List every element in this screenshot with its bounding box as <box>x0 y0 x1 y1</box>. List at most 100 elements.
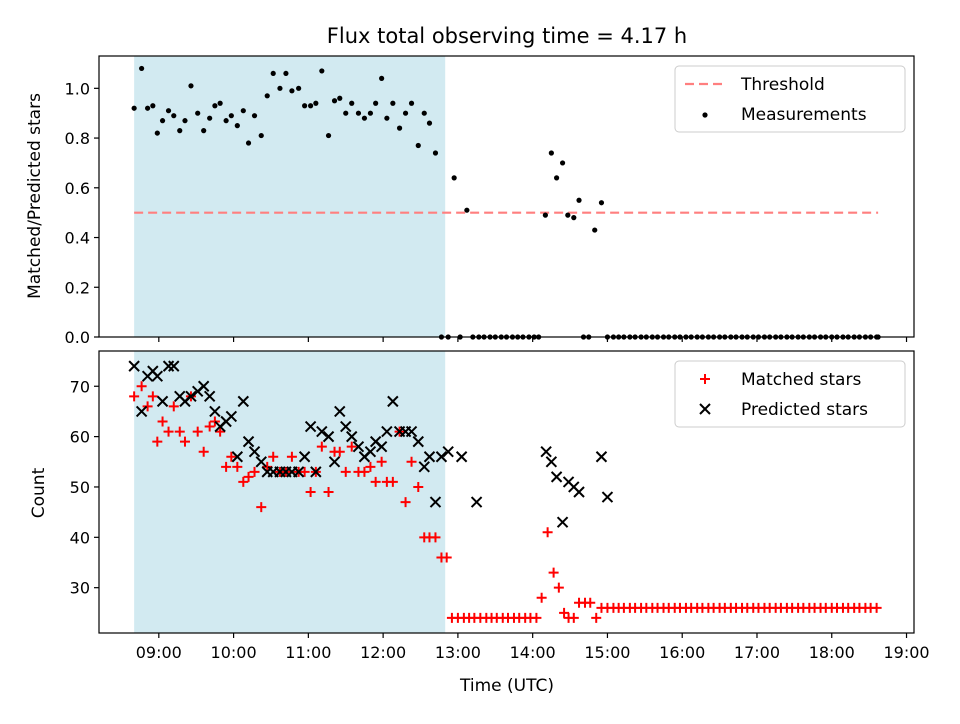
data-point <box>226 451 237 462</box>
data-point <box>601 491 614 503</box>
data-point <box>159 118 166 124</box>
bottom-panel-y-axis-label: Count <box>29 467 49 518</box>
data-point <box>165 108 172 114</box>
data-point <box>370 476 381 487</box>
data-point <box>542 527 553 538</box>
data-point <box>209 416 220 427</box>
observing-window-span <box>134 56 446 337</box>
legend-swatch-matched <box>700 374 710 384</box>
data-point <box>262 461 273 472</box>
data-point <box>283 70 289 77</box>
data-point <box>406 456 417 467</box>
data-point <box>556 516 569 528</box>
data-point <box>346 430 358 443</box>
data-point <box>240 108 246 114</box>
data-point <box>429 496 442 508</box>
data-point <box>322 430 335 443</box>
data-point <box>568 612 579 623</box>
x-tick-label: 18:00 <box>809 643 855 662</box>
series-predicted-stars <box>128 360 614 528</box>
y-tick-label: 0.0 <box>65 328 90 347</box>
data-point <box>310 466 322 478</box>
data-point <box>553 582 564 593</box>
data-point <box>264 93 270 99</box>
data-point <box>540 446 552 458</box>
y-tick-label: 0.2 <box>65 278 90 297</box>
data-point <box>248 446 261 458</box>
data-point <box>470 496 483 508</box>
data-point <box>168 360 180 372</box>
data-point <box>576 197 582 203</box>
data-point <box>408 100 415 106</box>
y-tick-label: 60 <box>70 428 90 447</box>
legend-label: Predicted stars <box>741 400 868 420</box>
data-point <box>426 120 433 126</box>
data-point <box>381 425 393 438</box>
data-point <box>585 597 596 608</box>
observing-window-span <box>134 351 446 633</box>
x-axis-label: Time (UTC) <box>459 676 554 696</box>
data-point <box>376 456 387 467</box>
data-point <box>243 471 254 482</box>
data-point <box>313 100 319 106</box>
legend-label: Threshold <box>740 75 825 95</box>
axes-frame <box>98 55 915 338</box>
data-point <box>197 380 210 392</box>
data-point <box>251 113 258 119</box>
legend-frame <box>674 360 906 428</box>
data-point <box>258 132 264 139</box>
data-point <box>249 466 260 477</box>
data-point <box>379 75 385 81</box>
data-point <box>188 83 194 89</box>
data-point <box>139 65 145 72</box>
data-point <box>412 435 424 448</box>
data-point <box>334 446 345 457</box>
data-point <box>365 461 376 472</box>
data-point <box>228 113 234 119</box>
data-point <box>245 140 252 146</box>
data-point <box>221 461 232 472</box>
data-point <box>413 481 424 492</box>
y-tick-label: 30 <box>70 579 90 598</box>
data-point <box>375 440 388 453</box>
data-point <box>328 456 341 468</box>
data-point <box>298 451 311 463</box>
data-point <box>402 110 409 116</box>
data-point <box>405 425 418 438</box>
chart-title: Flux total observing time = 4.17 h <box>327 24 687 48</box>
data-point <box>435 451 448 463</box>
data-point <box>171 113 177 119</box>
data-point <box>145 105 151 111</box>
data-point <box>128 360 140 372</box>
data-point <box>340 420 352 433</box>
data-point <box>215 426 226 437</box>
x-tick-label: 13:00 <box>435 643 481 662</box>
legend-entry: Threshold <box>685 75 825 95</box>
data-point <box>325 132 332 139</box>
data-point <box>387 395 399 408</box>
data-point <box>302 103 308 109</box>
data-point <box>337 95 343 101</box>
x-tick-label: 14:00 <box>510 643 556 662</box>
data-point <box>455 451 468 463</box>
data-point <box>432 150 439 156</box>
data-point <box>142 401 153 412</box>
data-point <box>430 532 441 543</box>
data-point <box>565 212 571 218</box>
y-tick-label: 40 <box>70 528 90 547</box>
data-point <box>400 497 411 508</box>
data-point <box>304 420 317 433</box>
series-matched-stars <box>129 381 882 623</box>
data-point <box>305 487 316 497</box>
data-point <box>418 461 430 473</box>
data-point <box>136 381 147 392</box>
data-point <box>559 160 566 166</box>
x-tick-label: 12:00 <box>360 643 406 662</box>
data-point <box>162 360 175 372</box>
bottom-panel-count-plot: 30 40 50 60 70 09:00 10:00 11:00 12:00 13:00 14:00… <box>70 350 930 662</box>
data-point <box>331 98 338 104</box>
data-point <box>545 456 558 468</box>
data-point <box>192 426 203 437</box>
data-point <box>151 370 164 382</box>
data-point <box>232 461 243 472</box>
